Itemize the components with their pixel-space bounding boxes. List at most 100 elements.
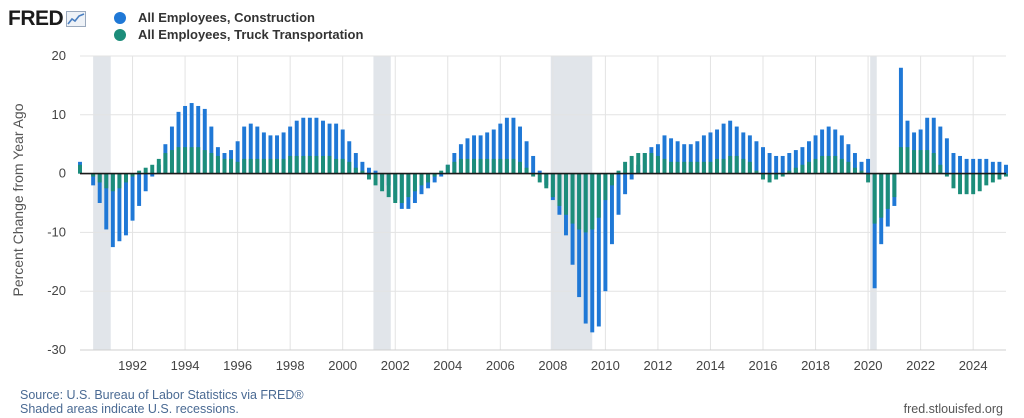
bar-truck: [524, 167, 529, 174]
bar-truck: [275, 158, 279, 174]
bar-construction: [872, 173, 877, 289]
bar-truck: [281, 158, 286, 174]
bar-truck: [215, 155, 220, 174]
bar-truck: [386, 173, 391, 198]
bar-construction: [833, 129, 838, 174]
bar-construction: [307, 117, 312, 174]
bar-truck: [169, 150, 174, 174]
bar-construction: [327, 123, 332, 174]
bar-truck: [1004, 173, 1008, 177]
bar-construction: [360, 161, 365, 174]
bar-truck: [288, 155, 293, 174]
site-link[interactable]: fred.stlouisfed.org: [903, 402, 1003, 416]
bar-construction: [485, 132, 490, 174]
bar-truck: [307, 155, 312, 174]
bar-truck: [340, 158, 345, 174]
bar-construction: [439, 173, 444, 177]
bar-construction: [130, 173, 135, 221]
bar-truck: [820, 155, 825, 174]
bar-construction: [281, 132, 286, 174]
bar-construction: [708, 132, 713, 174]
bar-construction: [124, 173, 128, 236]
bar-construction: [91, 173, 96, 186]
bar-truck: [642, 153, 647, 174]
legend-label-truck: All Employees, Truck Transportation: [138, 27, 364, 42]
bar-construction: [807, 141, 811, 174]
bar-construction: [938, 126, 943, 174]
bar-construction: [741, 132, 746, 174]
bar-truck: [196, 147, 201, 174]
bar-truck: [793, 167, 798, 174]
bar-truck: [399, 173, 404, 203]
bar-truck: [255, 158, 260, 174]
bar-truck: [846, 161, 851, 174]
bar-construction: [774, 155, 779, 174]
recession-band: [93, 56, 111, 350]
bar-truck: [603, 173, 608, 201]
bar-truck: [347, 161, 352, 174]
bar-construction: [761, 147, 765, 174]
bar-truck: [393, 173, 398, 203]
bar-truck: [334, 158, 339, 174]
bar-truck: [623, 161, 628, 174]
bar-construction: [839, 135, 844, 174]
legend-item-truck[interactable]: All Employees, Truck Transportation: [114, 26, 363, 43]
legend: All Employees, Construction All Employee…: [114, 9, 363, 43]
bar-construction: [616, 173, 621, 215]
bar-construction: [767, 153, 772, 174]
x-tick-label: 2006: [486, 358, 515, 373]
bar-construction: [176, 111, 181, 174]
bar-construction: [255, 126, 260, 174]
bar-construction: [340, 129, 345, 174]
recession-shading: [93, 56, 877, 350]
bar-construction: [747, 135, 752, 174]
bar-truck: [990, 173, 995, 183]
bar-construction: [261, 132, 266, 174]
bar-construction: [235, 141, 240, 174]
bar-truck: [629, 155, 634, 174]
bar-truck: [971, 173, 976, 195]
bar-truck: [774, 173, 779, 180]
bar-construction: [97, 173, 102, 203]
bar-truck: [360, 170, 365, 174]
bar-construction: [898, 67, 903, 174]
bar-truck: [701, 161, 706, 174]
bar-construction: [183, 105, 188, 174]
bar-truck: [209, 153, 214, 174]
bar-truck: [596, 173, 601, 218]
bar-truck: [577, 173, 582, 230]
bar-construction: [373, 170, 378, 174]
bar-truck: [432, 173, 437, 177]
bar-truck: [130, 173, 135, 177]
bar-truck: [767, 173, 772, 183]
bar-truck: [353, 167, 358, 174]
bar-construction: [734, 126, 739, 174]
bar-truck: [557, 173, 562, 206]
bar-truck: [202, 150, 207, 174]
x-tick-label: 2018: [801, 358, 830, 373]
bar-construction: [590, 173, 595, 333]
bar-construction: [209, 126, 214, 174]
bar-construction: [537, 170, 542, 174]
bar-construction: [1004, 164, 1008, 174]
x-tick-label: 2014: [696, 358, 725, 373]
bar-truck: [609, 173, 614, 186]
bar-construction: [780, 155, 785, 174]
y-tick-label: 0: [59, 166, 66, 181]
bar-construction: [813, 135, 818, 174]
bar-truck: [412, 173, 417, 192]
legend-item-construction[interactable]: All Employees, Construction: [114, 9, 363, 26]
x-tick-label: 1992: [118, 358, 147, 373]
x-tick-label: 2012: [643, 358, 672, 373]
bar-construction: [859, 161, 864, 174]
x-tick-label: 2008: [538, 358, 567, 373]
bar-construction: [846, 144, 851, 174]
bar-construction: [110, 173, 115, 248]
bar-truck: [544, 173, 549, 189]
recessions-note: Shaded areas indicate U.S. recessions.: [20, 402, 239, 416]
bar-construction: [931, 117, 936, 174]
fred-logo[interactable]: FRED: [8, 6, 87, 32]
legend-dot-construction: [114, 11, 126, 24]
bar-truck: [925, 150, 930, 174]
